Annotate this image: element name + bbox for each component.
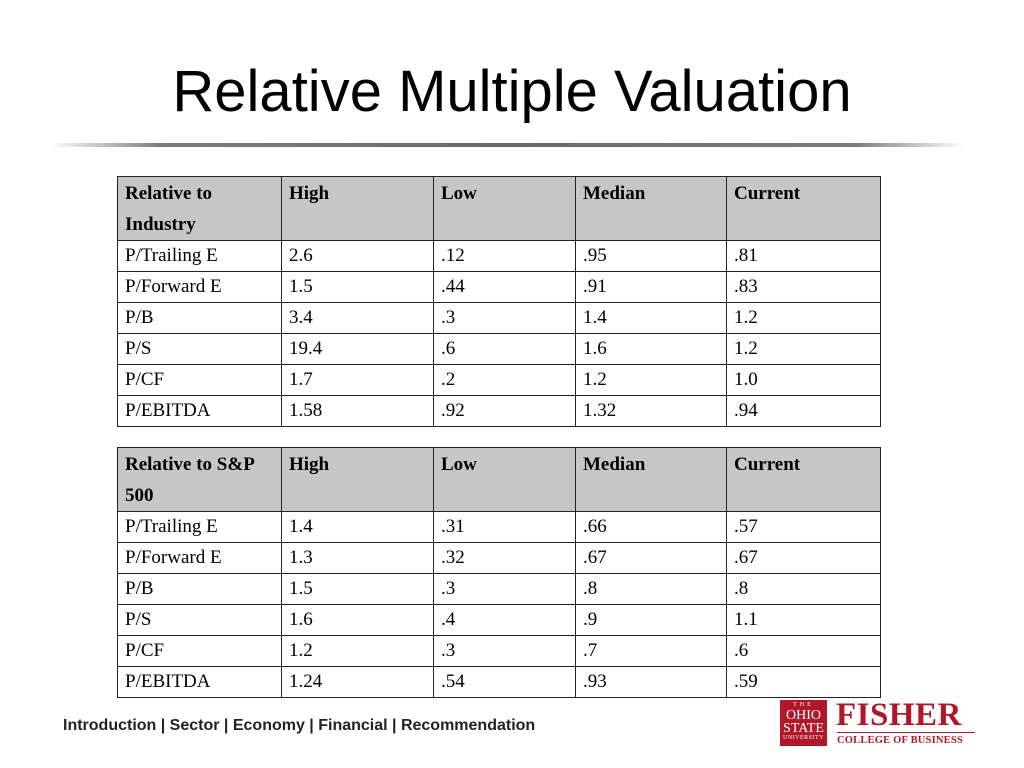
row-label-cell: P/Forward E (117, 271, 282, 303)
row-label-cell: P/Forward E (117, 542, 282, 574)
value-cell: 1.0 (726, 364, 881, 396)
value-cell: 1.6 (575, 333, 727, 365)
table-row: P/B 1.5.3.8.8 (117, 573, 881, 605)
title-divider (50, 143, 965, 147)
header-cell-label: Relative to Industry (117, 176, 282, 241)
value-cell: .9 (575, 604, 727, 636)
value-cell: 1.2 (726, 302, 881, 334)
slide-title: Relative Multiple Valuation (172, 59, 852, 124)
value-cell: 3.4 (281, 302, 434, 334)
value-cell: 1.3 (281, 542, 434, 574)
seal-top-text: THE (793, 702, 814, 708)
header-cell-current: Current (726, 176, 881, 241)
value-cell: 1.32 (575, 395, 727, 427)
value-cell: .93 (575, 666, 727, 698)
value-cell: 1.7 (281, 364, 434, 396)
header-cell-low: Low (433, 176, 576, 241)
value-cell: 1.24 (281, 666, 434, 698)
value-cell: .4 (433, 604, 576, 636)
value-cell: .12 (433, 240, 576, 272)
header-cell-median: Median (575, 176, 727, 241)
table-row: P/CF 1.2.3.7.6 (117, 635, 881, 667)
value-cell: .6 (433, 333, 576, 365)
industry-multiples-table: Relative to Industry High Low Median Current… (117, 176, 881, 427)
value-cell: .95 (575, 240, 727, 272)
table-row: P/Forward E 1.5.44.91.83 (117, 271, 881, 303)
row-label-cell: P/EBITDA (117, 666, 282, 698)
value-cell: .2 (433, 364, 576, 396)
value-cell: .31 (433, 511, 576, 543)
table-row: P/Trailing E 2.6.12.95.81 (117, 240, 881, 272)
table-row: P/S 19.4.6 1.6 1.2 (117, 333, 881, 365)
brand-subtitle: COLLEGE OF BUSINESS (837, 735, 963, 746)
value-cell: .3 (433, 302, 576, 334)
row-label-cell: P/S (117, 333, 282, 365)
row-label-cell: P/Trailing E (117, 240, 282, 272)
value-cell: .54 (433, 666, 576, 698)
header-cell-label: Relative to S&P 500 (117, 447, 282, 512)
table-row: P/EBITDA 1.24.54.93.59 (117, 666, 881, 698)
table-row: P/B 3.4.3 1.4 1.2 (117, 302, 881, 334)
value-cell: 1.5 (281, 573, 434, 605)
row-label-cell: P/CF (117, 364, 282, 396)
table-row: P/S 1.6.4.9 1.1 (117, 604, 881, 636)
table-header-row: Relative to S&P 500 High Low Median Current (117, 447, 881, 512)
header-cell-median: Median (575, 447, 727, 512)
row-label-cell: P/B (117, 573, 282, 605)
value-cell: .83 (726, 271, 881, 303)
header-cell-high: High (281, 176, 434, 241)
value-cell: .6 (726, 635, 881, 667)
value-cell: 1.2 (575, 364, 727, 396)
value-cell: 1.58 (281, 395, 434, 427)
value-cell: .67 (726, 542, 881, 574)
header-cell-low: Low (433, 447, 576, 512)
seal-bottom-text: UNIVERSITY (783, 735, 824, 741)
row-label-cell: P/Trailing E (117, 511, 282, 543)
seal-line-2: STATE (783, 721, 824, 736)
value-cell: .94 (726, 395, 881, 427)
value-cell: .3 (433, 635, 576, 667)
row-label-cell: P/EBITDA (117, 395, 282, 427)
table-row: P/Trailing E 1.4.31.66.57 (117, 511, 881, 543)
value-cell: .66 (575, 511, 727, 543)
value-cell: .81 (726, 240, 881, 272)
header-cell-current: Current (726, 447, 881, 512)
value-cell: .91 (575, 271, 727, 303)
value-cell: .32 (433, 542, 576, 574)
brand-name: FISHER (836, 697, 962, 733)
table-row: P/CF 1.7.2 1.2 1.0 (117, 364, 881, 396)
brand-divider (837, 732, 975, 733)
value-cell: .57 (726, 511, 881, 543)
header-cell-high: High (281, 447, 434, 512)
value-cell: 1.4 (575, 302, 727, 334)
value-cell: .7 (575, 635, 727, 667)
value-cell: .8 (575, 573, 727, 605)
value-cell: 2.6 (281, 240, 434, 272)
table-row: P/Forward E 1.3.32.67.67 (117, 542, 881, 574)
value-cell: .59 (726, 666, 881, 698)
footer-navigation: Introduction | Sector | Economy | Financ… (63, 717, 536, 734)
ohio-state-seal: THE OHIO STATE UNIVERSITY (780, 700, 827, 746)
value-cell: 1.4 (281, 511, 434, 543)
value-cell: 19.4 (281, 333, 434, 365)
table-row: P/EBITDA 1.58.92 1.32.94 (117, 395, 881, 427)
value-cell: 1.2 (726, 333, 881, 365)
table-header-row: Relative to Industry High Low Median Current (117, 176, 881, 241)
row-label-cell: P/CF (117, 635, 282, 667)
row-label-cell: P/B (117, 302, 282, 334)
fisher-college-logo: THE OHIO STATE UNIVERSITY FISHER COLLEGE… (780, 697, 976, 748)
value-cell: 1.1 (726, 604, 881, 636)
value-cell: 1.6 (281, 604, 434, 636)
value-cell: 1.5 (281, 271, 434, 303)
value-cell: 1.2 (281, 635, 434, 667)
value-cell: .3 (433, 573, 576, 605)
value-cell: .8 (726, 573, 881, 605)
value-cell: .92 (433, 395, 576, 427)
value-cell: .67 (575, 542, 727, 574)
seal-line-1: OHIO (786, 708, 821, 723)
sp500-multiples-table: Relative to S&P 500 High Low Median Current … (117, 447, 881, 698)
value-cell: .44 (433, 271, 576, 303)
row-label-cell: P/S (117, 604, 282, 636)
